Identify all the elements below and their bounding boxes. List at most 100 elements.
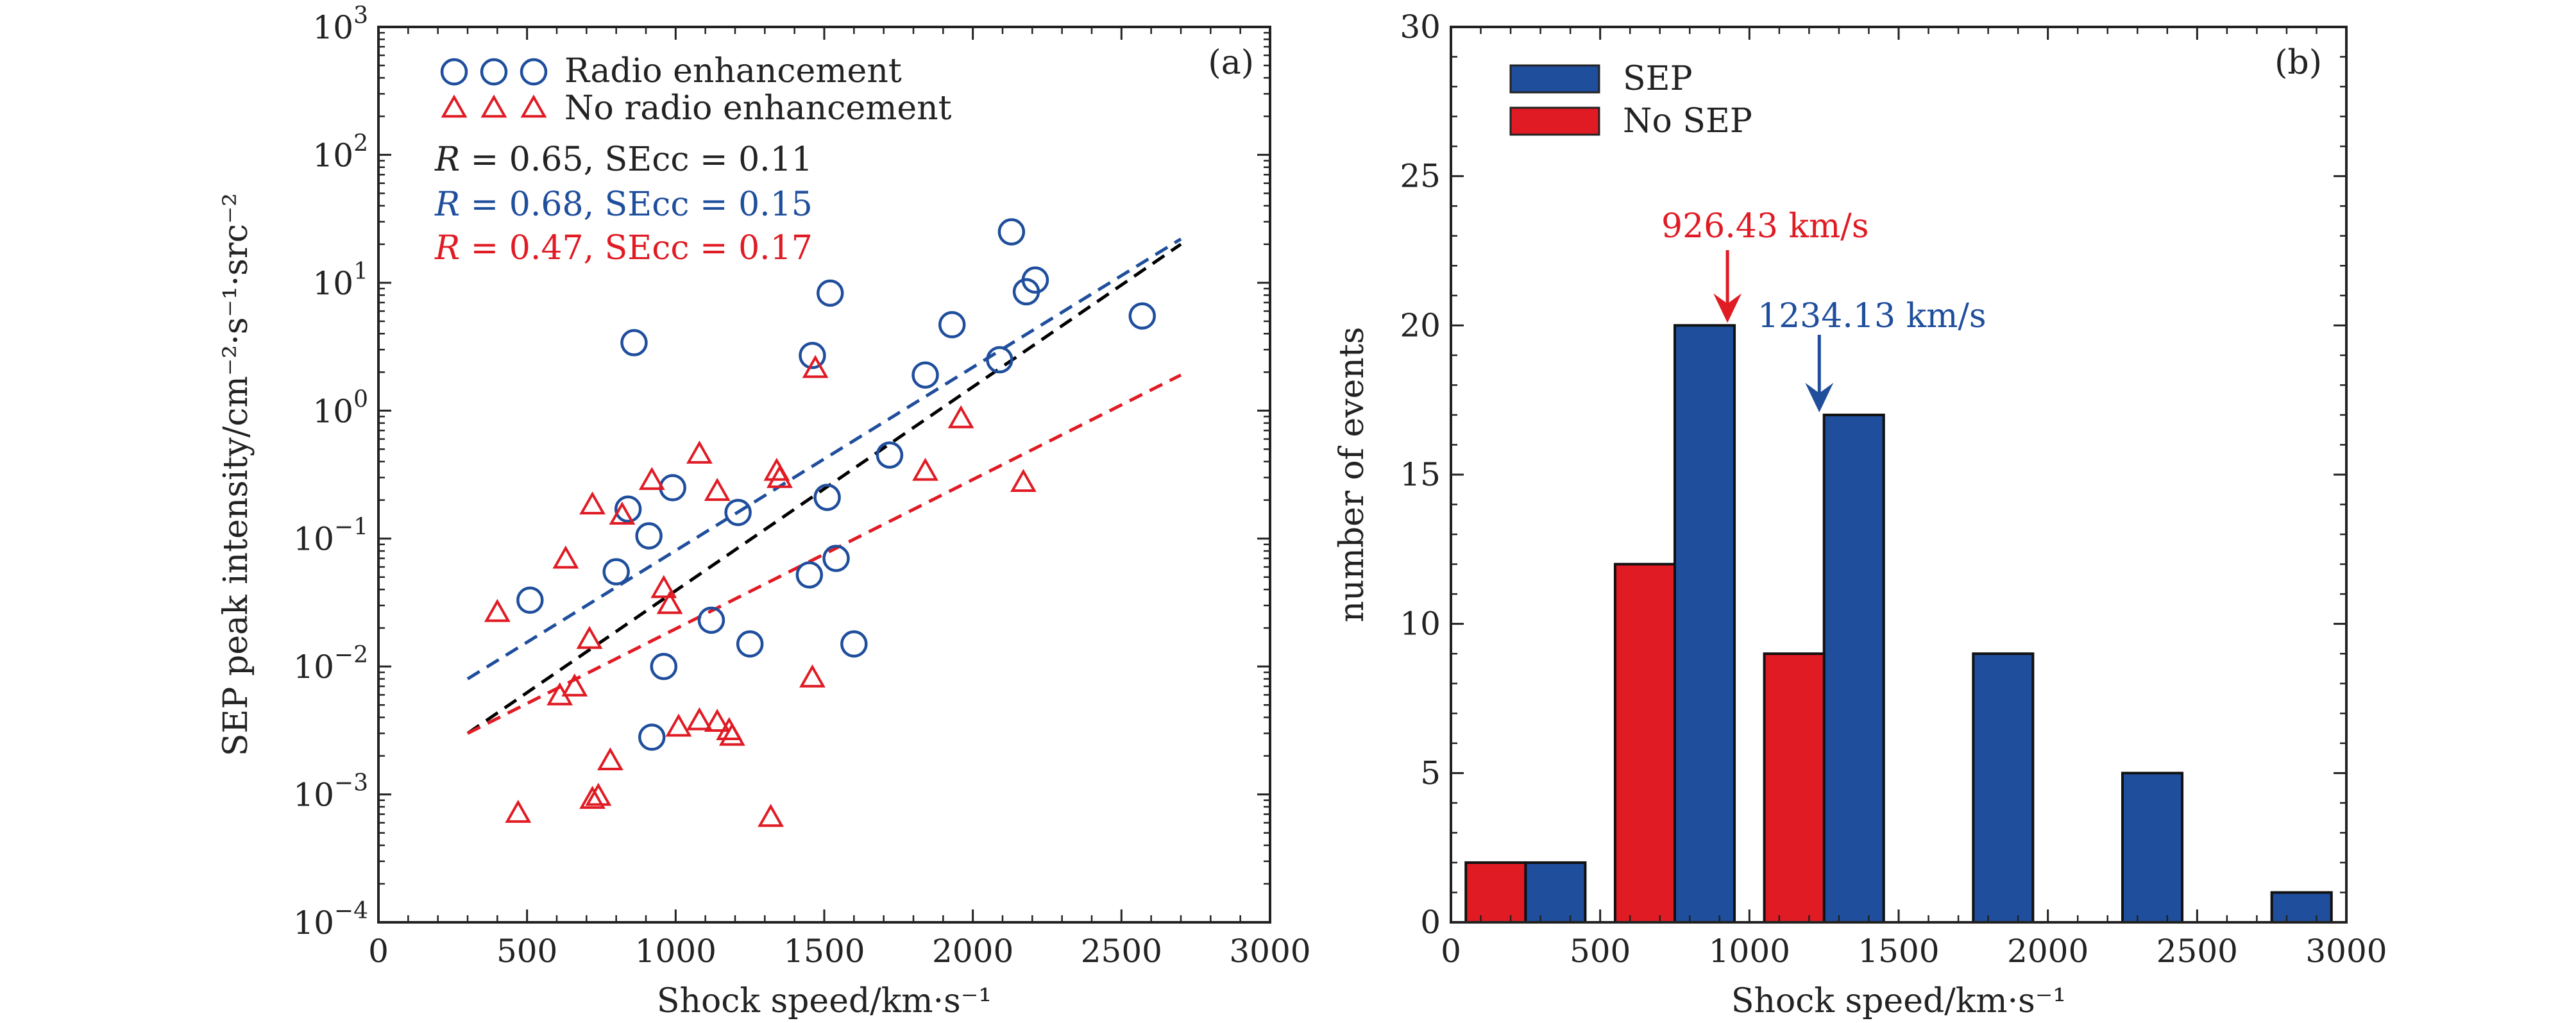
b-x-tick-label: 1500 xyxy=(1858,933,1939,970)
point-no-radio-enhancement xyxy=(561,673,588,697)
b-y-tick-label: 15 xyxy=(1400,456,1441,493)
point-no-radio-enhancement xyxy=(597,747,623,771)
legend-circle-marker xyxy=(480,58,508,86)
bar-no-sep xyxy=(1763,652,1826,924)
fit-line-all xyxy=(466,242,1182,735)
legend-no-radio-enhancement-markers xyxy=(441,94,547,118)
panel-b-legend: SEP No SEP xyxy=(1509,60,1752,140)
point-radio-enhancement xyxy=(840,630,868,658)
point-no-radio-enhancement xyxy=(947,405,974,428)
point-no-radio-enhancement xyxy=(656,591,683,614)
point-no-radio-enhancement xyxy=(912,457,938,481)
point-radio-enhancement xyxy=(602,558,630,586)
point-no-radio-enhancement xyxy=(1010,469,1037,493)
point-no-radio-enhancement xyxy=(704,477,731,501)
panel-b-histogram: 0 500 1000 1500 2000 2500 3000 0 5 10 15 20 25 30 Sho… xyxy=(1333,8,2387,1020)
a-x-tick-label: 2500 xyxy=(1081,933,1162,970)
fit-line-radio xyxy=(466,237,1182,681)
bar-sep xyxy=(1674,324,1736,924)
a-x-tick-label: 3000 xyxy=(1229,933,1310,970)
point-radio-enhancement xyxy=(736,630,764,658)
panel-b-y-axis-label: number of events xyxy=(1333,327,1371,623)
point-radio-enhancement xyxy=(817,279,844,307)
bar-no-sep xyxy=(1464,861,1527,924)
a-y-tick-label: 10−2 xyxy=(293,642,368,686)
point-radio-enhancement xyxy=(516,586,544,614)
point-no-radio-enhancement xyxy=(579,786,606,809)
bar-no-sep xyxy=(1613,562,1677,924)
point-radio-enhancement xyxy=(650,652,678,681)
legend-no-sep-swatch xyxy=(1509,106,1600,136)
b-y-tick-label: 25 xyxy=(1400,158,1441,195)
a-y-tick-label: 10−3 xyxy=(293,770,368,814)
a-y-tick-label: 103 xyxy=(312,3,368,46)
legend-radio-enhancement-label: Radio enhancement xyxy=(564,52,902,90)
point-no-radio-enhancement xyxy=(767,464,793,488)
panel-b-ticks: 0 500 1000 1500 2000 2500 3000 0 5 10 15 20 25 30 xyxy=(1400,8,2387,970)
panel-a-ticks: 0 500 1000 1500 2000 2500 3000 10−4 10−3 10−2 10−1… xyxy=(293,3,1310,970)
legend-triangle-marker xyxy=(480,94,507,118)
point-no-radio-enhancement xyxy=(758,804,784,827)
point-radio-enhancement xyxy=(938,311,966,339)
point-no-radio-enhancement xyxy=(665,713,692,737)
panel-a-y-axis-label: SEP peak intensity/cm⁻²·s⁻¹·src⁻² xyxy=(217,193,255,756)
bar-sep xyxy=(1524,861,1587,924)
b-y-tick-label: 5 xyxy=(1420,754,1441,791)
point-no-radio-enhancement xyxy=(638,466,665,490)
b-x-tick-label: 0 xyxy=(1441,933,1461,970)
b-y-tick-label: 0 xyxy=(1420,904,1441,941)
a-x-tick-label: 2000 xyxy=(932,933,1013,970)
arrow-sep-mean-head xyxy=(1805,382,1834,412)
fit-stats-radio: R = 0.68, SEcc = 0.15 xyxy=(434,185,813,224)
point-no-radio-enhancement xyxy=(576,625,603,649)
annotation-sep-mean: 1234.13 km/s xyxy=(1758,297,1987,335)
a-x-tick-label: 1500 xyxy=(783,933,865,970)
legend-sep-label: SEP xyxy=(1623,60,1693,98)
panel-b-plot-frame xyxy=(1450,26,2348,924)
legend-circle-marker xyxy=(520,58,548,86)
panel-b-label: (b) xyxy=(2275,44,2322,82)
panel-a-points xyxy=(484,218,1157,827)
point-radio-enhancement xyxy=(813,484,841,511)
a-y-tick-label: 100 xyxy=(312,386,368,430)
panel-a-label: (a) xyxy=(1208,44,1254,82)
point-no-radio-enhancement xyxy=(585,782,612,806)
a-x-tick-label: 500 xyxy=(496,933,557,970)
b-x-tick-label: 3000 xyxy=(2305,933,2387,970)
b-y-tick-label: 30 xyxy=(1400,8,1441,46)
b-y-tick-label: 20 xyxy=(1400,307,1441,344)
b-y-tick-label: 10 xyxy=(1400,605,1441,643)
point-radio-enhancement xyxy=(1012,278,1040,306)
point-no-radio-enhancement xyxy=(505,799,532,823)
point-no-radio-enhancement xyxy=(704,709,731,732)
point-no-radio-enhancement xyxy=(686,440,713,464)
fit-stats: R = 0.65, SEcc = 0.11 R = 0.68, SEcc = 0… xyxy=(434,140,813,267)
a-y-tick-label: 10−1 xyxy=(293,514,368,558)
point-radio-enhancement xyxy=(697,606,725,634)
legend-triangle-marker xyxy=(441,94,468,118)
point-no-radio-enhancement xyxy=(552,545,579,569)
point-radio-enhancement xyxy=(1128,302,1157,330)
b-x-tick-label: 2000 xyxy=(2007,933,2089,970)
fit-stats-no-radio: R = 0.47, SEcc = 0.17 xyxy=(434,229,813,267)
point-no-radio-enhancement xyxy=(547,682,573,706)
point-radio-enhancement xyxy=(876,441,904,469)
bar-sep xyxy=(2121,772,2184,924)
panel-b-annotations: 926.43 km/s 1234.13 km/s xyxy=(1661,207,1987,412)
point-no-radio-enhancement xyxy=(686,707,713,731)
point-no-radio-enhancement xyxy=(802,355,829,378)
panel-b-x-axis-label: Shock speed/km·s⁻¹ xyxy=(1731,982,2066,1020)
point-radio-enhancement xyxy=(822,545,850,572)
fit-stats-all: R = 0.65, SEcc = 0.11 xyxy=(434,140,813,179)
point-radio-enhancement xyxy=(911,361,939,389)
b-x-tick-label: 2500 xyxy=(2157,933,2238,970)
point-radio-enhancement xyxy=(997,218,1026,246)
panel-a-scatter: 0 500 1000 1500 2000 2500 3000 10−4 10−3 10−2 10−1… xyxy=(217,3,1311,1020)
point-radio-enhancement xyxy=(659,474,686,502)
point-no-radio-enhancement xyxy=(650,575,677,598)
panel-a-fit-lines xyxy=(466,237,1182,735)
legend-circle-marker xyxy=(440,58,468,86)
panel-a-legend: Radio enhancement No radio enhancement xyxy=(440,52,952,128)
point-no-radio-enhancement xyxy=(579,491,606,515)
